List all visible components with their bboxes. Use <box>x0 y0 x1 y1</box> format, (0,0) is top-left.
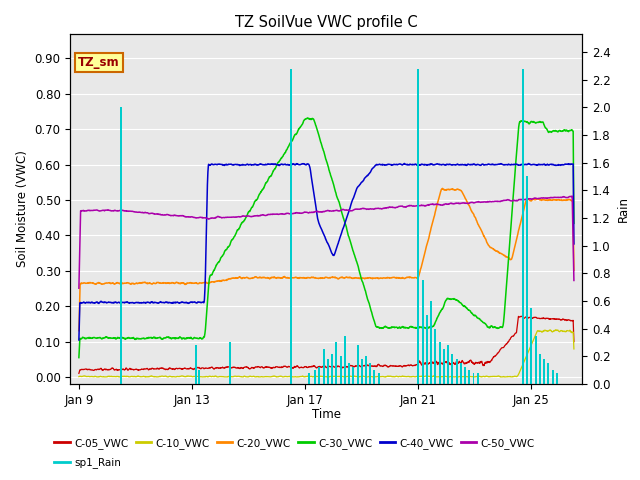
Bar <box>344 336 346 384</box>
Bar <box>198 370 200 384</box>
Bar <box>426 315 428 384</box>
Y-axis label: Soil Moisture (VWC): Soil Moisture (VWC) <box>16 150 29 267</box>
Bar <box>556 373 558 384</box>
Bar <box>335 343 337 384</box>
Bar <box>430 301 432 384</box>
Bar <box>539 354 541 384</box>
Bar <box>417 69 419 384</box>
Bar <box>472 373 474 384</box>
X-axis label: Time: Time <box>312 408 341 421</box>
Bar <box>290 69 292 384</box>
Bar <box>535 336 537 384</box>
Bar <box>331 354 333 384</box>
Bar <box>447 345 449 384</box>
Bar <box>552 370 554 384</box>
Bar <box>543 359 545 384</box>
Bar <box>460 363 461 384</box>
Bar <box>435 329 436 384</box>
Bar <box>443 349 445 384</box>
Bar <box>547 363 550 384</box>
Bar <box>314 370 316 384</box>
Bar <box>451 354 453 384</box>
Bar <box>374 370 376 384</box>
Bar <box>308 373 310 384</box>
Bar <box>526 177 528 384</box>
Bar <box>229 343 231 384</box>
Legend: C-05_VWC, C-10_VWC, C-20_VWC, C-30_VWC, C-40_VWC, C-50_VWC: C-05_VWC, C-10_VWC, C-20_VWC, C-30_VWC, … <box>50 434 539 453</box>
Bar <box>120 108 122 384</box>
Bar <box>522 69 524 384</box>
Bar <box>438 343 440 384</box>
Bar <box>464 367 466 384</box>
Text: TZ_sm: TZ_sm <box>78 56 120 70</box>
Bar <box>323 349 324 384</box>
Bar <box>327 359 329 384</box>
Bar <box>352 367 355 384</box>
Bar <box>422 280 424 384</box>
Bar <box>195 345 197 384</box>
Bar <box>531 308 532 384</box>
Bar <box>468 370 470 384</box>
Bar <box>378 373 380 384</box>
Title: TZ SoilVue VWC profile C: TZ SoilVue VWC profile C <box>235 15 418 30</box>
Bar <box>356 345 358 384</box>
Bar <box>340 356 342 384</box>
Bar <box>361 359 363 384</box>
Bar <box>477 373 479 384</box>
Bar <box>456 359 458 384</box>
Y-axis label: Rain: Rain <box>616 196 629 222</box>
Legend: sp1_Rain: sp1_Rain <box>50 453 125 472</box>
Bar <box>365 356 367 384</box>
Bar <box>318 367 320 384</box>
Bar <box>369 363 371 384</box>
Bar <box>348 363 350 384</box>
